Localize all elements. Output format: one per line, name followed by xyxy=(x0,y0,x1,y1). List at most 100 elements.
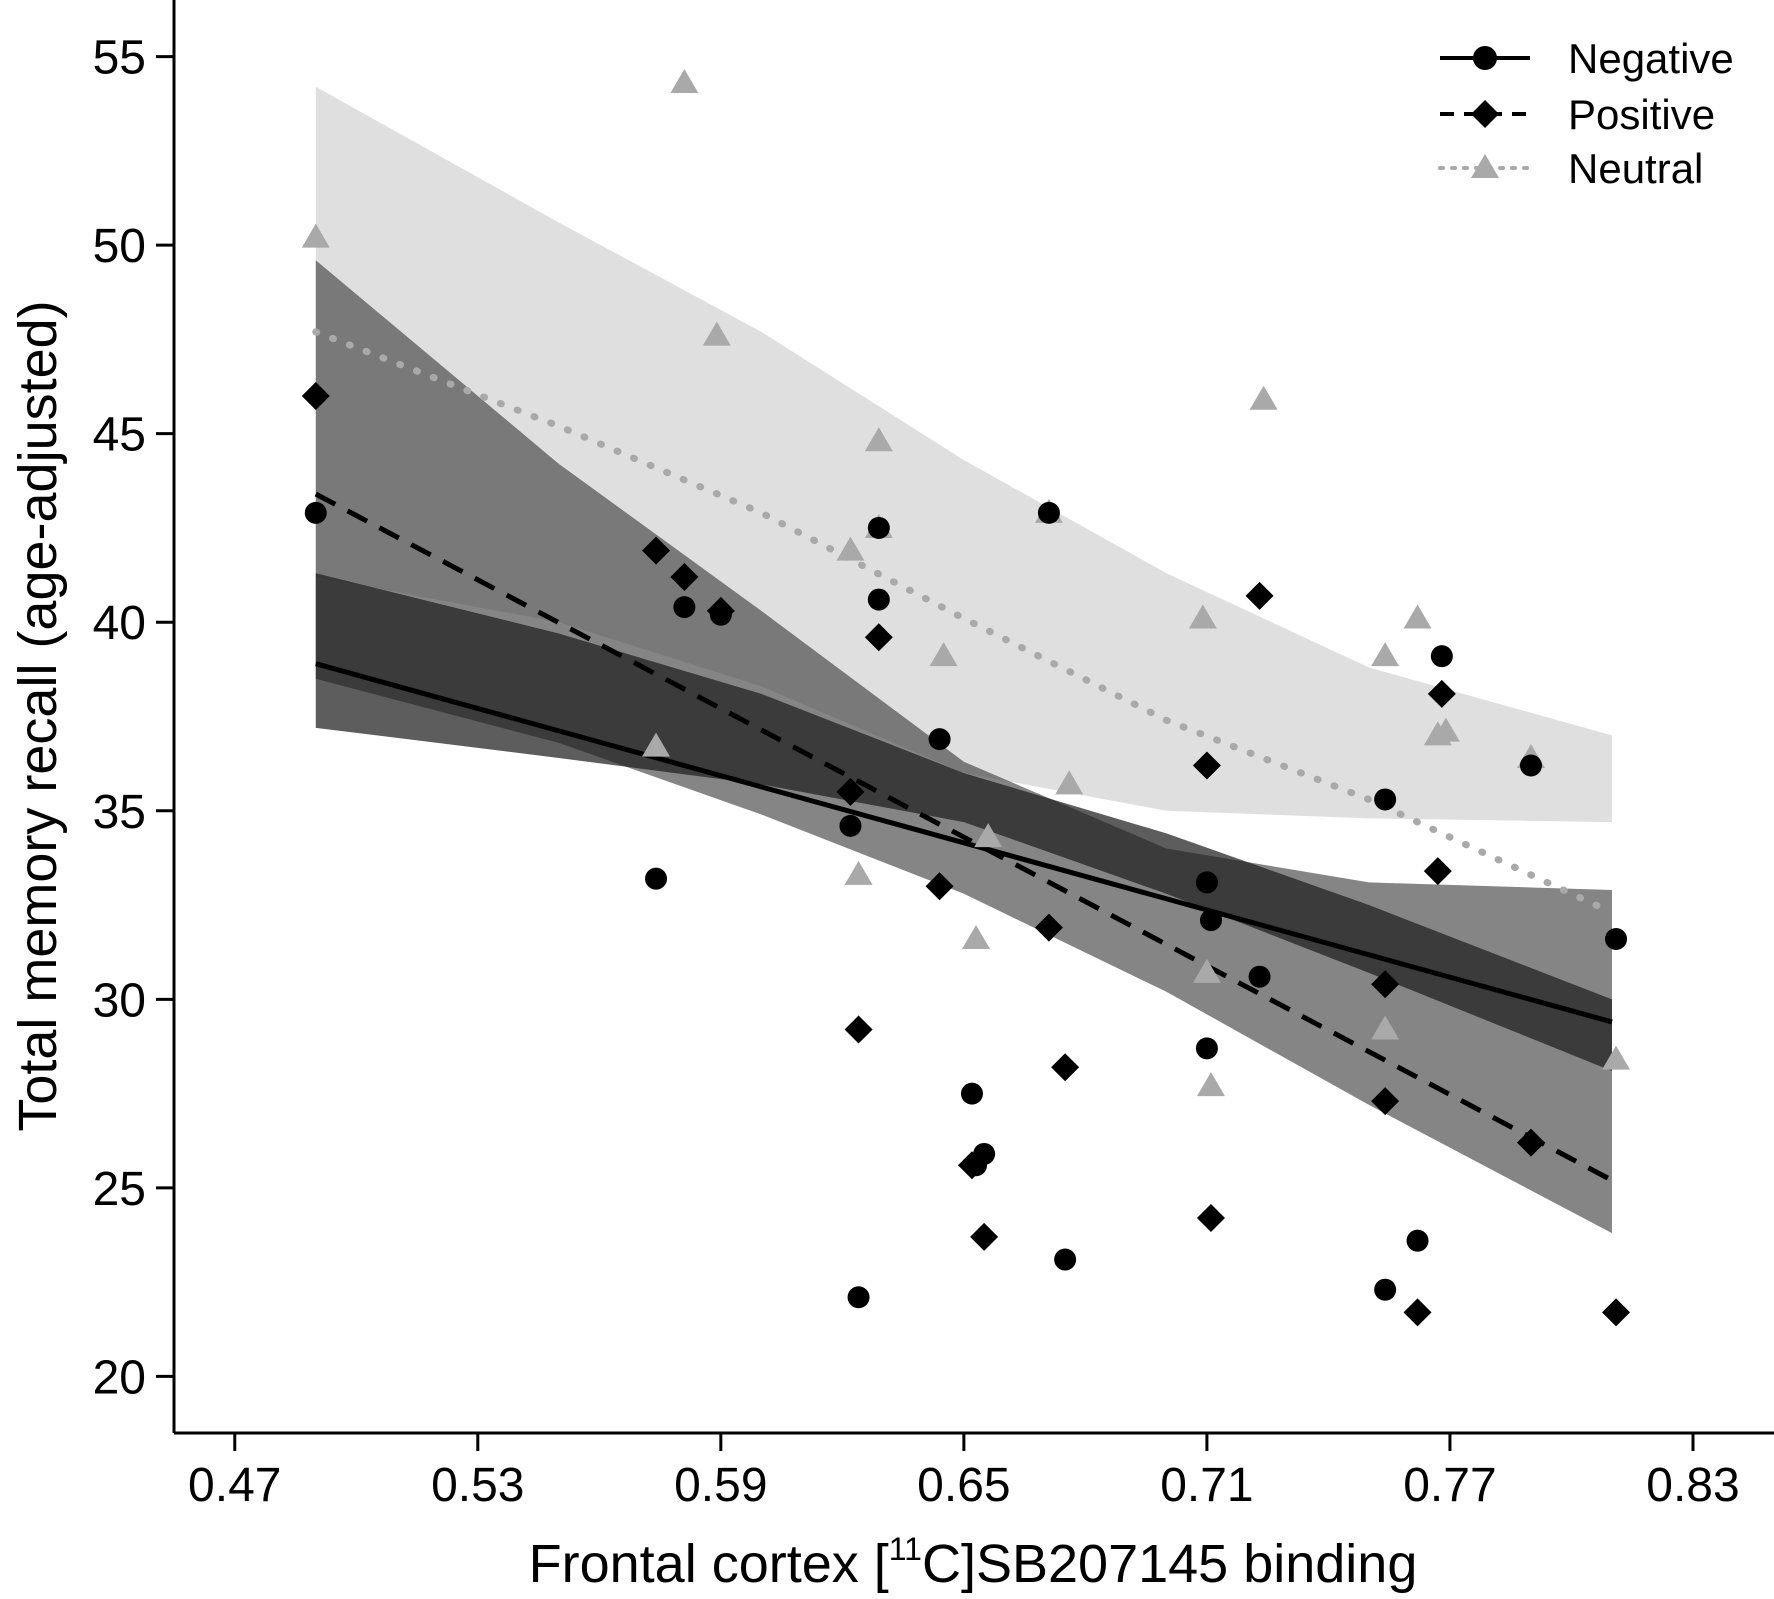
negative-point xyxy=(1519,754,1542,777)
positive-point xyxy=(1196,1204,1225,1233)
x-tick-label: 0.65 xyxy=(917,1459,1010,1512)
y-tick-label: 40 xyxy=(93,597,146,650)
neutral-point xyxy=(962,924,991,949)
neutral-point xyxy=(1188,604,1217,629)
positive-point xyxy=(1427,679,1456,708)
negative-point xyxy=(1037,501,1060,524)
neutral-point xyxy=(864,427,893,452)
x-tick-label: 0.77 xyxy=(1403,1459,1496,1512)
neutral-point xyxy=(1055,770,1084,795)
y-tick-label: 35 xyxy=(93,786,146,839)
positive-point xyxy=(1516,1128,1545,1157)
neutral-point xyxy=(1371,1015,1400,1040)
positive-point xyxy=(642,536,671,565)
y-tick-label: 45 xyxy=(93,409,146,462)
svg-text:Negative: Negative xyxy=(1568,35,1734,82)
positive-point xyxy=(1371,970,1400,999)
neutral-point xyxy=(670,68,699,93)
positive-point xyxy=(1423,857,1452,886)
legend-item-positive: Positive xyxy=(1440,91,1715,138)
y-tick-label: 30 xyxy=(93,974,146,1027)
negative-point xyxy=(1406,1229,1429,1252)
neutral-point xyxy=(1249,385,1278,410)
neutral-point xyxy=(1371,642,1400,667)
negative-point xyxy=(1374,1278,1397,1301)
negative-point xyxy=(1430,645,1453,668)
positive-point xyxy=(1034,913,1063,942)
positive-point xyxy=(1403,1298,1432,1327)
neutral-point xyxy=(1431,717,1460,742)
x-axis-title: Frontal cortex [11C]SB207145 binding xyxy=(529,1531,1418,1594)
neutral-point xyxy=(642,732,671,757)
fit-lines xyxy=(312,328,1616,1183)
positive-point xyxy=(1192,751,1221,780)
negative-point xyxy=(709,603,732,626)
negative-point xyxy=(645,867,668,890)
y-axis-title: Total memory recall (age-adjusted) xyxy=(8,300,68,1131)
data-points xyxy=(301,68,1631,1327)
neutral-point xyxy=(929,642,958,667)
neutral-point xyxy=(301,223,330,248)
positive-point xyxy=(864,623,893,652)
x-tick-label: 0.71 xyxy=(1160,1459,1253,1512)
positive-point xyxy=(925,872,954,901)
negative-point xyxy=(847,1286,870,1309)
legend-item-neutral: Neutral xyxy=(1438,145,1703,192)
positive-point xyxy=(844,1015,873,1044)
negative-point xyxy=(1248,965,1271,988)
positive-band-layer xyxy=(315,260,1612,1234)
negative-fit-line xyxy=(315,661,1613,1025)
legend-marker-diamond xyxy=(1471,100,1499,128)
neutral-point xyxy=(844,860,873,885)
positive-point xyxy=(1371,1087,1400,1116)
negative-point xyxy=(673,596,696,619)
positive-point xyxy=(1245,581,1274,610)
negative-point xyxy=(973,1142,996,1165)
positive-point xyxy=(1602,1298,1631,1327)
positive-point xyxy=(670,562,699,591)
positive-confidence-band xyxy=(315,260,1612,1234)
positive-point xyxy=(836,777,865,806)
negative-point xyxy=(928,728,951,751)
y-tick-label: 50 xyxy=(93,220,146,273)
svg-text:Positive: Positive xyxy=(1568,91,1715,138)
x-tick-label: 0.83 xyxy=(1646,1459,1739,1512)
negative-point xyxy=(1605,927,1628,950)
svg-text:Neutral: Neutral xyxy=(1568,145,1703,192)
x-tick-label: 0.47 xyxy=(188,1459,281,1512)
positive-point xyxy=(1051,1053,1080,1082)
legend-marker-circle xyxy=(1473,46,1497,70)
legend: Negative Positive Neutral xyxy=(1438,35,1734,192)
neutral-point xyxy=(1602,1045,1631,1070)
y-tick-label: 55 xyxy=(93,32,146,85)
neutral-point xyxy=(1403,604,1432,629)
positive-fit-line xyxy=(314,491,1614,1183)
negative-point xyxy=(960,1082,983,1105)
negative-point xyxy=(867,588,890,611)
negative-point xyxy=(1195,1037,1218,1060)
neutral-point xyxy=(974,823,1003,848)
x-tick-label: 0.59 xyxy=(674,1459,767,1512)
x-ticks: 0.47 0.53 0.59 0.65 0.71 0.77 0.83 xyxy=(188,1433,1740,1512)
negative-point xyxy=(304,501,327,524)
y-ticks: 20 25 30 35 40 45 50 55 xyxy=(93,32,174,1404)
legend-item-negative: Negative xyxy=(1440,35,1734,82)
negative-point xyxy=(1195,871,1218,894)
neutral-point xyxy=(836,536,865,561)
axes xyxy=(172,0,1774,1435)
negative-point xyxy=(1199,909,1222,932)
neutral-point xyxy=(1192,958,1221,983)
y-tick-label: 20 xyxy=(93,1351,146,1404)
neutral-point xyxy=(1196,1072,1225,1097)
y-tick-label: 25 xyxy=(93,1163,146,1216)
negative-point xyxy=(839,814,862,837)
negative-confidence-band xyxy=(315,573,1612,1071)
x-tick-label: 0.53 xyxy=(431,1459,524,1512)
neutral-fit-line xyxy=(312,328,1616,917)
positive-point xyxy=(970,1222,999,1251)
negative-point xyxy=(1374,788,1397,811)
negative-point xyxy=(867,516,890,539)
legend-marker-triangle xyxy=(1471,154,1499,178)
negative-band-layer xyxy=(315,573,1612,1071)
negative-point xyxy=(1054,1248,1077,1271)
